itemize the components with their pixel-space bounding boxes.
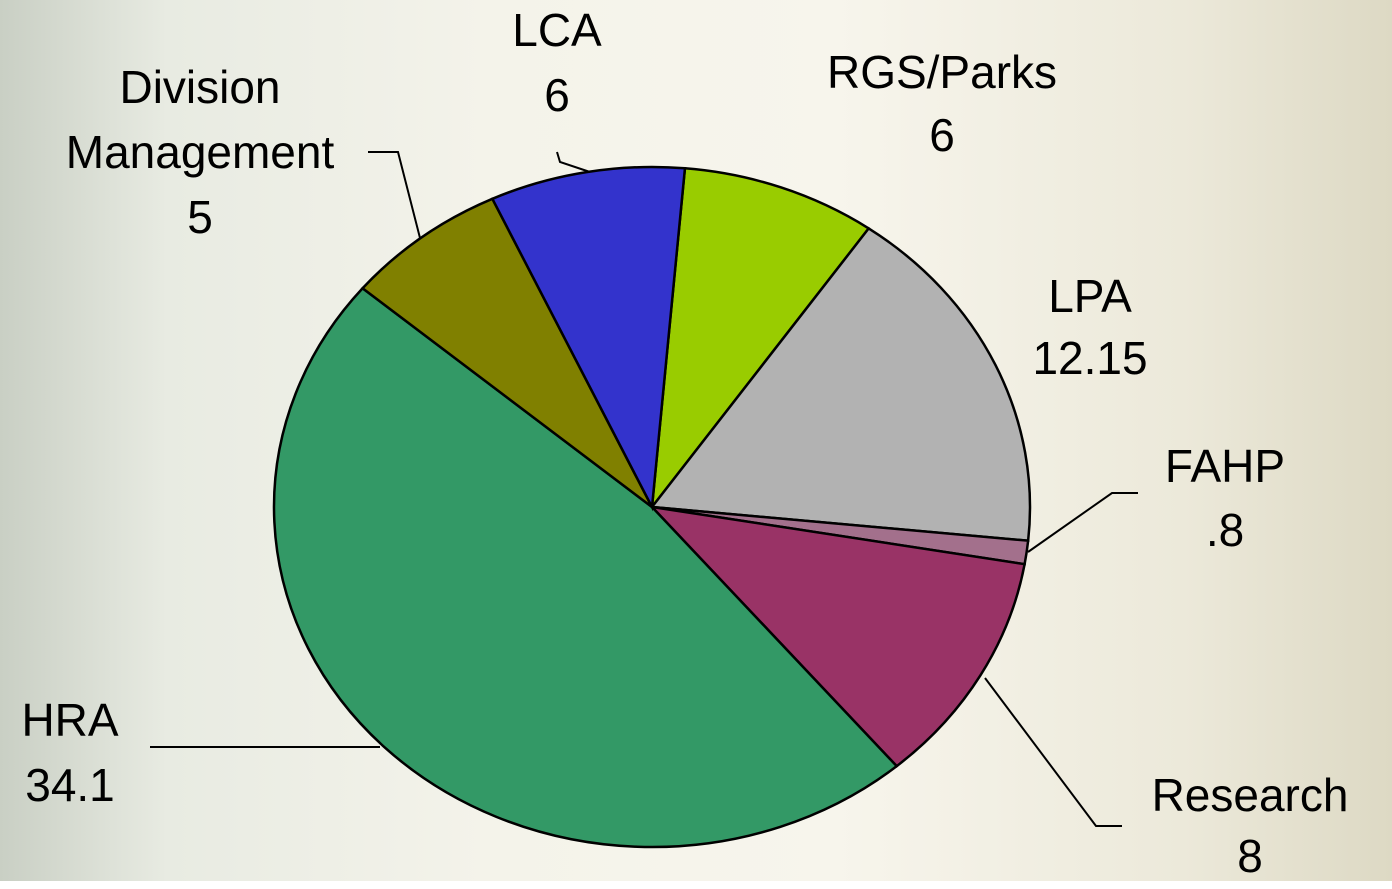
leader-line — [368, 151, 421, 239]
value-label: 34.1 — [25, 759, 115, 811]
value-label: 8 — [1237, 830, 1263, 882]
pie-slice — [272, 286, 899, 849]
pie-slice — [648, 505, 1027, 768]
leader-line — [1027, 492, 1138, 553]
category-label: LPA — [1048, 270, 1132, 322]
pie-slice — [360, 197, 654, 508]
leader-line — [556, 151, 591, 173]
pie-slice — [650, 166, 871, 512]
value-label: 6 — [929, 109, 955, 161]
value-label: 5 — [187, 191, 213, 243]
pie-slice — [649, 226, 1032, 543]
value-label: 12.15 — [1032, 332, 1148, 384]
category-label: Research — [1151, 769, 1349, 821]
category-label: LCA — [512, 4, 602, 56]
leader-line — [984, 677, 1122, 827]
category-label: FAHP — [1164, 440, 1286, 492]
leader-lines — [150, 151, 1138, 827]
category-label: Division Management — [65, 61, 335, 178]
pie-slice — [490, 165, 687, 512]
value-label: .8 — [1205, 504, 1245, 556]
category-label: RGS/Parks — [826, 46, 1058, 98]
category-label: HRA — [21, 694, 119, 746]
value-label: 6 — [544, 69, 570, 121]
